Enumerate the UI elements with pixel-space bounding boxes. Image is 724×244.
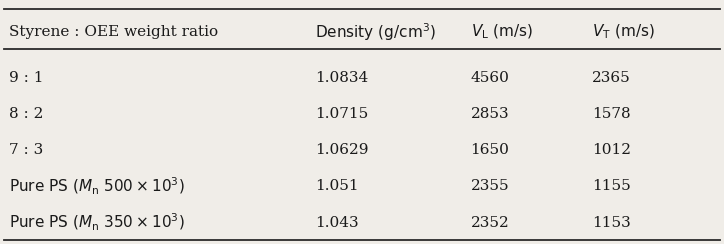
Text: 7 : 3: 7 : 3 [9, 143, 43, 157]
Text: $V_{\mathrm{L}}\ \mathrm{(m/s)}$: $V_{\mathrm{L}}\ \mathrm{(m/s)}$ [471, 22, 533, 41]
Text: $V_{\mathrm{T}}\ \mathrm{(m/s)}$: $V_{\mathrm{T}}\ \mathrm{(m/s)}$ [592, 22, 655, 41]
Text: $\mathrm{Pure\ PS\ }(M_{\mathrm{n}}\ 500 \times 10^3)$: $\mathrm{Pure\ PS\ }(M_{\mathrm{n}}\ 500… [9, 176, 185, 197]
Text: $\mathrm{Density\ (g/cm^3)}$: $\mathrm{Density\ (g/cm^3)}$ [315, 21, 436, 42]
Text: 1.043: 1.043 [315, 215, 358, 230]
Text: 4560: 4560 [471, 71, 510, 85]
Text: 2352: 2352 [471, 215, 510, 230]
Text: Styrene : OEE weight ratio: Styrene : OEE weight ratio [9, 25, 218, 39]
Text: 1578: 1578 [592, 107, 631, 121]
Text: 2365: 2365 [592, 71, 631, 85]
Text: 2355: 2355 [471, 179, 509, 193]
Text: 1.0715: 1.0715 [315, 107, 369, 121]
Text: 2853: 2853 [471, 107, 509, 121]
Text: 1.0834: 1.0834 [315, 71, 369, 85]
Text: 1012: 1012 [592, 143, 631, 157]
Text: 9 : 1: 9 : 1 [9, 71, 43, 85]
Text: 1650: 1650 [471, 143, 510, 157]
Text: 1155: 1155 [592, 179, 631, 193]
Text: 1153: 1153 [592, 215, 631, 230]
Text: 1.0629: 1.0629 [315, 143, 369, 157]
Text: 8 : 2: 8 : 2 [9, 107, 43, 121]
Text: 1.051: 1.051 [315, 179, 358, 193]
Text: $\mathrm{Pure\ PS\ }(M_{\mathrm{n}}\ 350 \times 10^3)$: $\mathrm{Pure\ PS\ }(M_{\mathrm{n}}\ 350… [9, 212, 185, 233]
